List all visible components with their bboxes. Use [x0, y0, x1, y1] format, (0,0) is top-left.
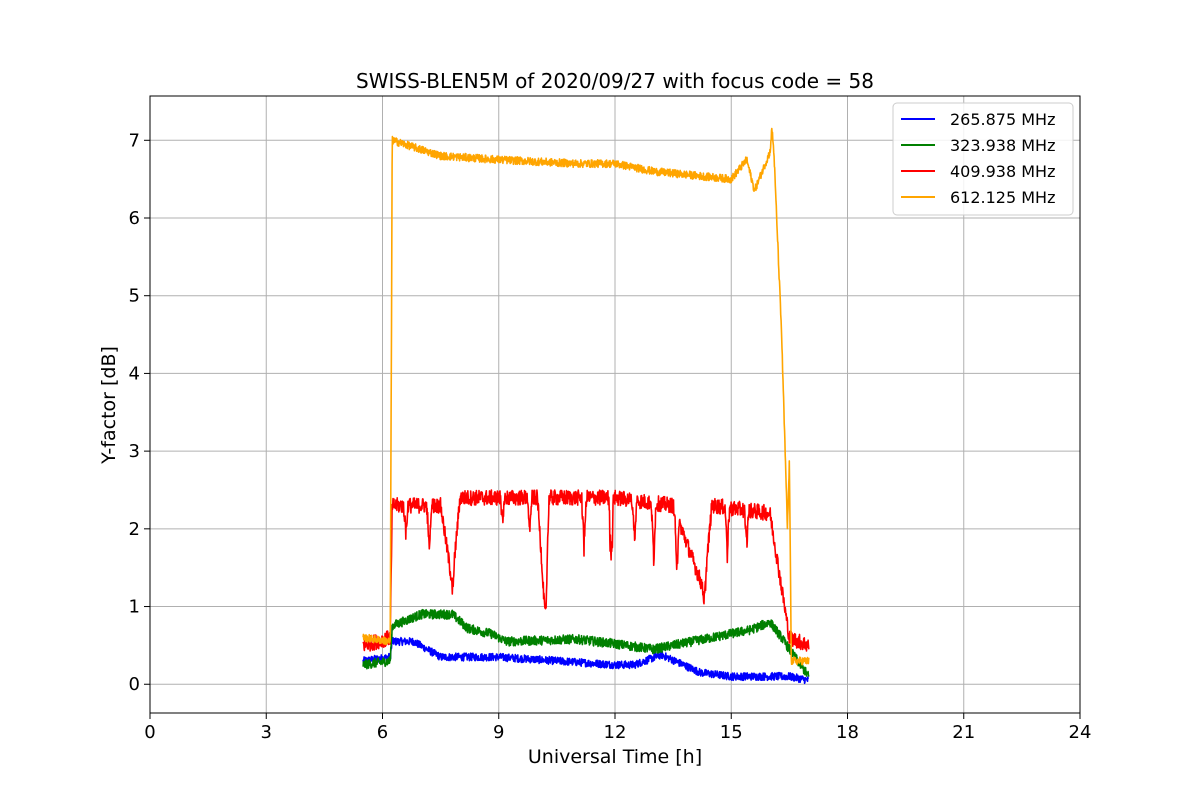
y-tick-label: 7 [129, 130, 140, 151]
y-axis-label: Y-factor [dB] [98, 346, 120, 465]
legend-label: 323.938 MHz [950, 136, 1055, 155]
y-tick-label: 6 [129, 208, 140, 229]
series-layer [362, 127, 810, 685]
x-tick-label: 24 [1069, 722, 1092, 743]
x-tick-label: 18 [836, 722, 859, 743]
x-tick-label: 9 [493, 722, 504, 743]
y-tick-label: 3 [129, 441, 140, 462]
y-tick-label: 0 [129, 674, 140, 695]
legend-label: 409.938 MHz [950, 162, 1055, 181]
legend-label: 612.125 MHz [950, 188, 1055, 207]
legend-box [892, 102, 1074, 216]
series-line-2 [362, 489, 810, 652]
series-line-0 [362, 636, 810, 685]
series-line-1 [362, 608, 810, 677]
y-tick-label: 4 [129, 363, 140, 384]
x-tick-label: 12 [604, 722, 627, 743]
y-tick-label: 1 [129, 597, 140, 618]
y-tick-label: 2 [129, 519, 140, 540]
x-tick-label: 0 [144, 722, 155, 743]
x-axis-label: Universal Time [h] [528, 746, 702, 768]
x-tick-label: 15 [720, 722, 743, 743]
series-line-3 [362, 127, 810, 666]
x-tick-label: 3 [261, 722, 272, 743]
legend-label: 265.875 MHz [950, 110, 1055, 129]
chart-title: SWISS-BLEN5M of 2020/09/27 with focus co… [356, 69, 874, 93]
legend: 265.875 MHz 323.938 MHz 409.938 MHz 612.125… [892, 102, 1074, 216]
x-tick-label: 21 [952, 722, 975, 743]
y-tick-label: 5 [129, 286, 140, 307]
x-tick-label: 6 [377, 722, 388, 743]
